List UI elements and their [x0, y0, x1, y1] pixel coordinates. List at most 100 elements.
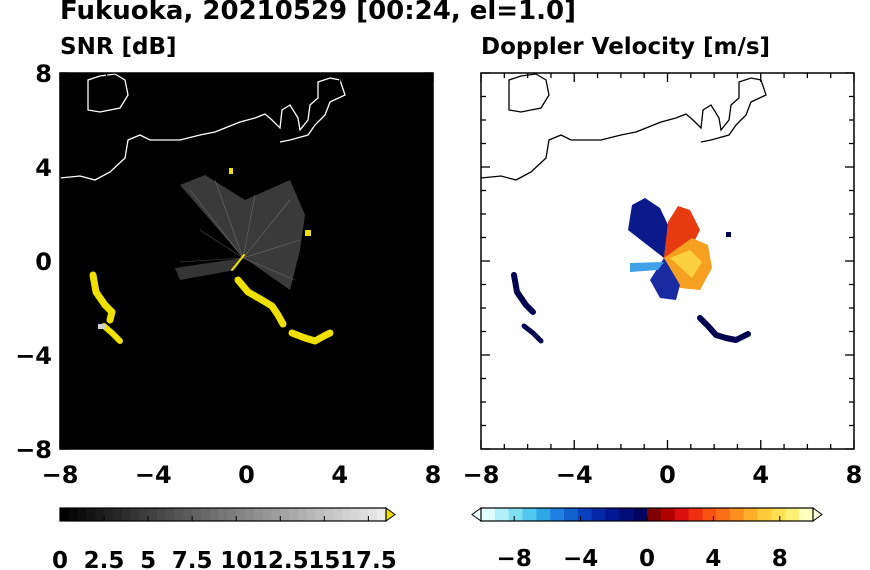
colorbar-segment: [799, 508, 814, 521]
colorbar-segment: [183, 508, 193, 521]
snr-south-band: [234, 276, 287, 328]
colorbar-segment: [577, 508, 593, 521]
x-tick-label: −8: [463, 461, 500, 489]
x-tick-label: 8: [846, 461, 863, 489]
colorbar-segment: [60, 508, 70, 521]
colorbar-extend-arrow-left: [471, 507, 482, 522]
snr-clutter-streaks: [179, 179, 301, 281]
colorbar-segment: [757, 508, 772, 521]
colorbar-segment: [280, 508, 290, 521]
snr-south-band-tail: [288, 329, 334, 345]
velocity-west-band-tail: [521, 323, 544, 344]
x-tick-label: 8: [425, 461, 442, 489]
colorbar-segment: [236, 508, 246, 521]
snr-coastline: [60, 73, 346, 181]
colorbar-segment: [771, 508, 786, 521]
colorbar-tick-label: 17.5: [340, 548, 397, 570]
snr-near-radar-streak: [231, 254, 245, 271]
colorbar-segment: [315, 508, 325, 521]
colorbar-segment: [262, 508, 272, 521]
colorbar-segment: [660, 508, 676, 521]
velocity-receding-core: [670, 250, 702, 278]
colorbar-tick-label: 12.5: [252, 548, 309, 570]
y-tick-label: −8: [15, 436, 52, 464]
velocity-panel-title: Doppler Velocity [m/s]: [481, 34, 771, 60]
y-tick-label: −4: [15, 342, 52, 370]
figure-title: Fukuoka, 20210529 [00:24, el=1.0]: [60, 0, 577, 26]
colorbar-segment: [289, 508, 299, 521]
x-tick-label: −4: [135, 461, 172, 489]
colorbar-tick-label: 10: [220, 548, 252, 570]
colorbar-segment: [333, 508, 343, 521]
colorbar-tick-label: 2.5: [84, 548, 125, 570]
snr-west-band-tail: [101, 323, 123, 344]
colorbar-segment: [605, 508, 620, 521]
colorbar-segment: [130, 508, 140, 521]
velocity-cell-ne: [726, 232, 731, 237]
x-tick-label: 4: [752, 461, 769, 489]
colorbar-segment: [368, 508, 378, 521]
snr-plot-background: [60, 73, 433, 449]
colorbar-tick-label: −4: [563, 546, 598, 570]
colorbar-segment: [200, 508, 211, 521]
snr-echo-bands: [89, 168, 334, 345]
colorbar-segment: [148, 508, 158, 521]
colorbar-segment: [743, 508, 759, 521]
colorbar-segment: [112, 508, 123, 521]
colorbar-segment: [647, 508, 662, 521]
colorbar-segment: [297, 508, 308, 521]
snr-cell-ne: [305, 230, 311, 236]
colorbar-segment: [218, 508, 228, 521]
snr-clutter-fan: [175, 175, 305, 290]
colorbar-segment: [494, 508, 510, 521]
colorbar-segment: [350, 508, 361, 521]
snr-axes: −8 −4 0 4 8 −8 −4 0 4 8: [15, 60, 441, 489]
colorbar-tick-label: 5: [140, 548, 156, 570]
y-tick-label: 8: [35, 60, 52, 88]
velocity-west-band: [511, 272, 536, 315]
colorbar-segment: [619, 508, 634, 521]
colorbar-segment: [674, 508, 689, 521]
colorbar-tick-label: 4: [705, 546, 721, 570]
colorbar-segment: [165, 508, 176, 521]
colorbar-segment: [359, 508, 369, 521]
snr-panel-title: SNR [dB]: [60, 34, 177, 60]
colorbar-segment: [481, 508, 496, 521]
colorbar-segment: [564, 508, 579, 521]
colorbar-segment: [156, 508, 167, 521]
colorbar-tick-label: 0: [52, 548, 68, 570]
colorbar-segment: [209, 508, 220, 521]
colorbar-segment: [508, 508, 523, 521]
colorbar-segment: [306, 508, 317, 521]
colorbar-segment: [77, 508, 87, 521]
colorbar-segment: [341, 508, 352, 521]
colorbar-segment: [550, 508, 565, 521]
colorbar-segment: [86, 508, 96, 521]
colorbar-segment: [716, 508, 731, 521]
x-tick-label: 4: [331, 461, 348, 489]
velocity-echoes: [511, 198, 751, 344]
y-tick-label: 4: [35, 154, 52, 182]
colorbar-frame: [59, 507, 387, 522]
colorbar-segment: [121, 508, 131, 521]
colorbar-segment: [227, 508, 237, 521]
colorbar-segment: [104, 508, 114, 521]
colorbar-segment: [633, 508, 648, 521]
colorbar-segment: [702, 508, 717, 521]
colorbar-tick-label: 7.5: [172, 548, 213, 570]
colorbar-segment: [688, 508, 703, 521]
x-tick-label: −8: [42, 461, 79, 489]
colorbar-extend-arrow: [385, 507, 396, 522]
velocity-south-band: [697, 315, 751, 343]
colorbar-segment: [192, 508, 202, 521]
velocity-coastline: [481, 73, 767, 181]
colorbar-tick-label: 8: [772, 546, 788, 570]
x-tick-label: 0: [659, 461, 676, 489]
colorbar-segment: [68, 508, 79, 521]
colorbar-segment: [785, 508, 800, 521]
snr-speckle: [98, 324, 106, 329]
colorbar-segment: [95, 508, 105, 521]
velocity-colorbar: −8 −4 0 4 8: [471, 507, 823, 570]
colorbar-segment: [139, 508, 149, 521]
